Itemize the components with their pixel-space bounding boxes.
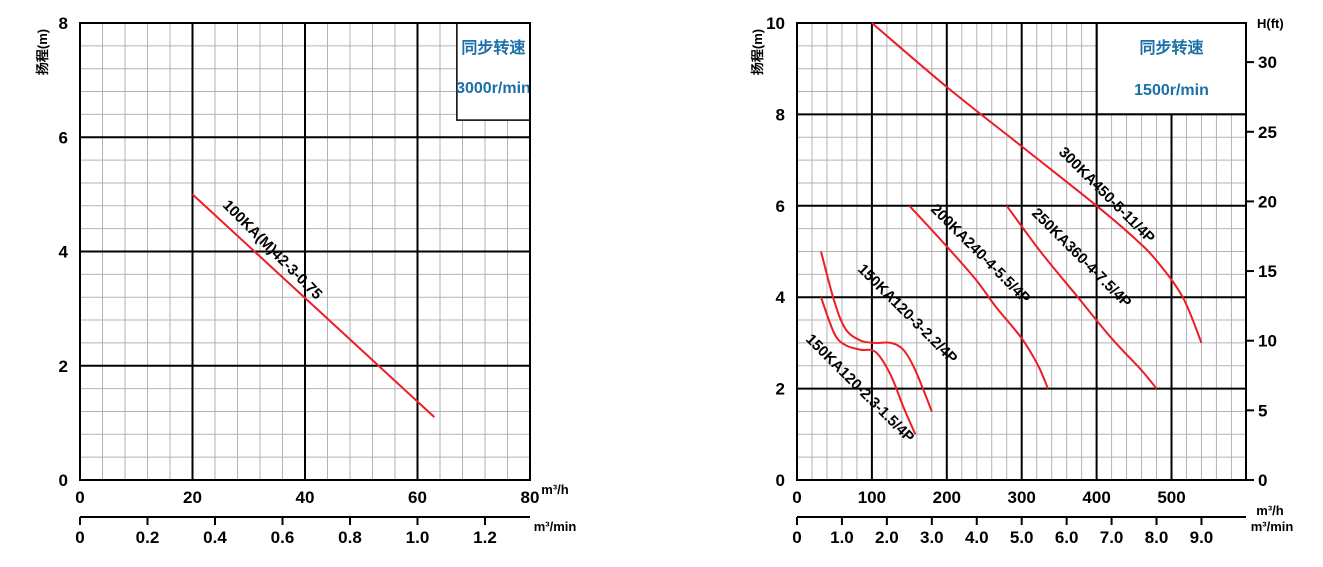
- right-y-tick-label: 25: [1258, 123, 1277, 142]
- x-tick-label: 0: [75, 488, 84, 507]
- info-box-speed: 1500r/min: [1134, 82, 1209, 99]
- secondary-x-tick-label: 1.2: [473, 528, 497, 547]
- secondary-x-tick-label: 0.2: [136, 528, 160, 547]
- x-tick-label: 400: [1082, 488, 1110, 507]
- x-unit-m3h: m³/h: [1256, 503, 1284, 518]
- x-tick-label: 100: [858, 488, 886, 507]
- info-box-speed: 3000r/min: [456, 80, 531, 97]
- right-y-tick-label: 0: [1258, 471, 1267, 490]
- secondary-x-tick-label: 9.0: [1190, 528, 1214, 547]
- y-tick-label: 4: [59, 243, 69, 262]
- series-curve: [1005, 205, 1158, 390]
- y-tick-label: 2: [776, 380, 785, 399]
- secondary-x-tick-label: 0.8: [338, 528, 362, 547]
- secondary-x-tick-label: 4.0: [965, 528, 989, 547]
- secondary-x-tick-label: 3.0: [920, 528, 944, 547]
- right-y-tick-label: 20: [1258, 192, 1277, 211]
- series-curve: [820, 296, 917, 435]
- series-curve: [871, 22, 1203, 344]
- plot-frame: [79, 22, 531, 481]
- series-curve: [908, 205, 1049, 389]
- secondary-x-tick-label: 1.0: [406, 528, 430, 547]
- right-y-tick-label: 15: [1258, 262, 1277, 281]
- right-y-tick-label: 30: [1258, 53, 1277, 72]
- y-axis-title: 扬程(m): [35, 29, 50, 75]
- series-curve: [820, 251, 933, 412]
- y-tick-label: 0: [59, 471, 68, 490]
- secondary-x-tick-label: 1.0: [830, 528, 854, 547]
- x-unit-m3min: m³/min: [1251, 519, 1294, 534]
- x-tick-label: 300: [1008, 488, 1036, 507]
- right-y-tick-label: 5: [1258, 401, 1267, 420]
- y-tick-label: 10: [766, 14, 785, 33]
- x-tick-label: 40: [296, 488, 315, 507]
- secondary-x-tick-label: 0.4: [203, 528, 227, 547]
- y-tick-label: 4: [776, 288, 786, 307]
- secondary-x-tick-label: 0: [75, 528, 84, 547]
- x-tick-label: 0: [792, 488, 801, 507]
- series-curve: [191, 193, 436, 418]
- y-tick-label: 0: [776, 471, 785, 490]
- secondary-x-tick-label: 2.0: [875, 528, 899, 547]
- y-tick-label: 8: [59, 14, 68, 33]
- x-tick-label: 80: [521, 488, 540, 507]
- secondary-x-tick-label: 6.0: [1055, 528, 1079, 547]
- x-tick-label: 500: [1157, 488, 1185, 507]
- info-box: [456, 22, 531, 121]
- y-tick-label: 2: [59, 357, 68, 376]
- secondary-x-tick-label: 5.0: [1010, 528, 1034, 547]
- plot-frame: [796, 22, 1247, 481]
- right-y-tick-label: 35: [1258, 0, 1277, 2]
- chart-1500rpm: 同步转速1500r/min0246810扬程(m)05101520253035H…: [750, 0, 1293, 547]
- chart-3000rpm: 同步转速 3000r/min 0 2 4 6 8 扬程(m) 0 20 40 60 80 m³/h 0 0.2…: [35, 14, 576, 547]
- y-tick-label: 6: [59, 128, 68, 147]
- info-box: [1096, 22, 1247, 115]
- secondary-x-tick-label: 7.0: [1100, 528, 1124, 547]
- x-unit-m3h: m³/h: [541, 482, 569, 497]
- x-tick-label: 200: [933, 488, 961, 507]
- y-tick-label: 6: [776, 197, 785, 216]
- secondary-x-tick-label: 0: [792, 528, 801, 547]
- series-label: 200KA240-4-5.5/4P: [927, 201, 1033, 307]
- y-axis-title: 扬程(m): [750, 29, 765, 75]
- secondary-x-tick-label: 8.0: [1145, 528, 1169, 547]
- series-label: 100KA(M)42-3-0.75: [219, 197, 325, 303]
- right-y-tick-label: 10: [1258, 332, 1277, 351]
- info-box-title: 同步转速: [1139, 38, 1203, 57]
- series-label: 150KA120-3-2.2/4P: [854, 261, 960, 367]
- series-label: 300KA450-5-11/4P: [1055, 144, 1158, 247]
- info-box-title: 同步转速: [461, 38, 525, 57]
- x-unit-m3min: m³/min: [534, 519, 577, 534]
- right-y-axis-title: H(ft): [1257, 16, 1284, 31]
- y-tick-label: 8: [776, 105, 785, 124]
- secondary-x-tick-label: 0.6: [271, 528, 295, 547]
- x-tick-label: 20: [183, 488, 202, 507]
- x-tick-label: 60: [408, 488, 427, 507]
